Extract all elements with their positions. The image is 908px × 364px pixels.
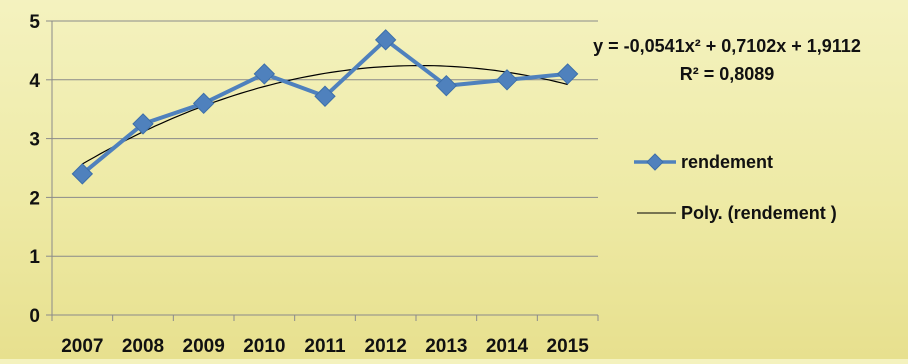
- data-point-2008: [132, 113, 154, 135]
- data-point-2013: [435, 74, 458, 97]
- x-tick-label: 2013: [425, 336, 467, 357]
- legend-label-rendement: rendement: [681, 152, 773, 172]
- y-tick-label: 0: [29, 306, 40, 327]
- x-tick-label: 2008: [122, 336, 164, 357]
- x-tick-label: 2011: [304, 336, 346, 357]
- x-tick-label: 2015: [547, 336, 590, 357]
- trendline-layer: [82, 64, 568, 165]
- tick-labels: 0 1 2 3 4 5 2007 2008 2009 2010 2011 2012 2013 2014 20…: [29, 12, 589, 357]
- series-layer: [71, 29, 579, 185]
- legend-label-trendline: Poly. (rendement ): [681, 203, 837, 223]
- x-tick-label: 2010: [243, 336, 285, 357]
- legend: rendement Poly. (rendement ): [634, 152, 837, 223]
- data-point-2014: [496, 69, 518, 91]
- y-tick-label: 1: [29, 247, 40, 268]
- data-point-2012: [374, 29, 397, 51]
- y-tick-label: 2: [29, 188, 40, 209]
- trendline-r2-text: R² = 0,8089: [680, 64, 775, 84]
- gridlines: [52, 20, 598, 257]
- data-point-2011: [314, 85, 336, 107]
- x-tick-label: 2009: [183, 336, 225, 357]
- legend-item-series: rendement: [634, 152, 773, 172]
- data-point-2007: [71, 163, 94, 185]
- x-tick-label: 2012: [365, 336, 407, 357]
- trendline-equation-text: y = -0,0541x² + 0,7102x + 1,9112: [593, 36, 861, 56]
- data-point-2015: [556, 63, 579, 85]
- trendline-curve: [82, 64, 568, 165]
- y-tick-label: 4: [29, 71, 40, 92]
- y-tick-label: 3: [29, 130, 40, 151]
- legend-item-trendline: Poly. (rendement ): [637, 203, 837, 223]
- axes: [46, 20, 599, 321]
- x-tick-label: 2007: [61, 336, 103, 357]
- legend-series-marker: [646, 153, 664, 171]
- data-point-2010: [253, 63, 276, 85]
- y-tick-label: 5: [29, 12, 40, 33]
- data-point-2009: [192, 92, 215, 115]
- trendline-equation: y = -0,0541x² + 0,7102x + 1,9112 R² = 0,…: [593, 36, 861, 84]
- x-tick-label: 2014: [486, 336, 529, 357]
